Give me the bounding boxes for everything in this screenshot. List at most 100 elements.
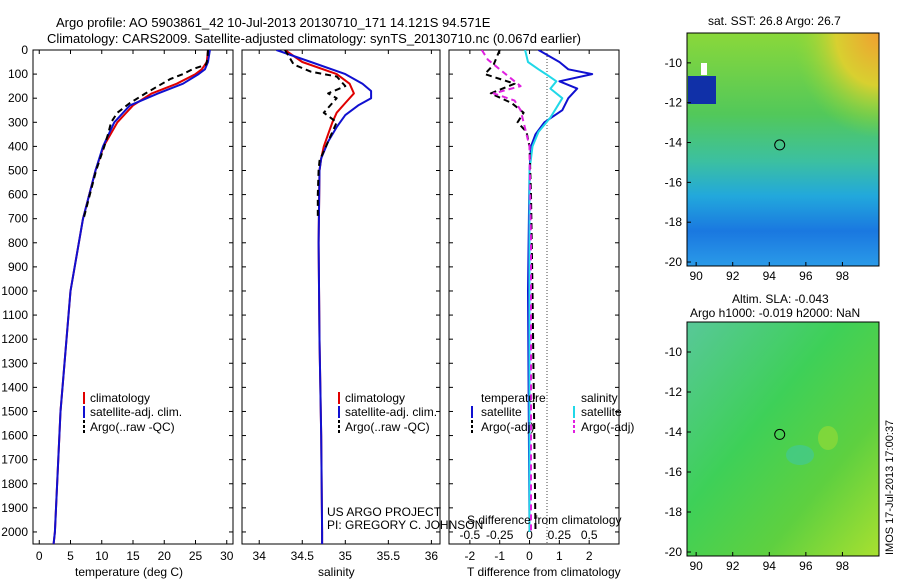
s-diff-tick-label: 0.25 <box>548 528 572 542</box>
depth-axis: 0 100 200 300 400 500 600 700 800 900 1000 1100 1200… <box>1 43 233 539</box>
depth-tick-label: 1800 <box>1 477 28 491</box>
legend-label-argo: Argo(..raw -QC) <box>345 420 430 434</box>
s-diff-xlabel: S difference from climatology <box>467 513 622 527</box>
depth-tick-label: 1600 <box>1 429 28 443</box>
sla-map-title: Altim. SLA: -0.043 <box>732 292 829 306</box>
legend-label-argo: Argo(..raw -QC) <box>90 420 175 434</box>
x-tick-label: 25 <box>189 549 203 563</box>
footer-stamp: IMOS 17-Jul-2013 17:00:37 <box>884 420 896 555</box>
latitude-tick-label: -16 <box>665 465 683 479</box>
longitude-tick-label: 96 <box>799 269 813 283</box>
x-tick-label: 5 <box>67 549 74 563</box>
project-annotation: US ARGO PROJECT <box>327 505 442 519</box>
depth-tick-label: 1700 <box>1 453 28 467</box>
difference-axes-box <box>448 49 620 545</box>
salinity-legend: climatology satellite-adj. clim. Argo(..… <box>338 391 437 434</box>
legend-label-climatology: climatology <box>90 391 150 405</box>
legend-header-temperature: temperature <box>481 391 546 405</box>
x-tick-label: -1 <box>494 549 505 563</box>
series-line-argo-raw-qc- <box>284 50 347 219</box>
depth-tick-label: 1900 <box>1 501 28 515</box>
depth-tick-label: 200 <box>8 91 28 105</box>
sst-warm-patch <box>687 33 879 266</box>
depth-tick-label: 600 <box>8 188 28 202</box>
depth-tick-label: 1000 <box>1 284 28 298</box>
sst-longitude-axis: 90 92 94 96 98 <box>689 262 849 283</box>
sst-white-patch <box>701 63 707 75</box>
pi-annotation: PI: GREGORY C. JOHNSON <box>327 518 483 532</box>
longitude-tick-label: 92 <box>726 559 740 573</box>
latitude-tick-label: -10 <box>665 56 683 70</box>
depth-tick-label: 1300 <box>1 356 28 370</box>
salinity-lines <box>276 50 373 544</box>
legend-label-s-argo: Argo(-adj) <box>581 420 634 434</box>
depth-tick-label: 900 <box>8 260 28 274</box>
argo-location-marker <box>774 428 786 440</box>
sst-latitude-axis: -10 -12 -14 -16 -18 -20 <box>665 56 691 269</box>
sla-axes-box <box>686 321 880 557</box>
legend-label-s-satellite: satellite <box>581 405 622 419</box>
x-tick-label: 0 <box>36 549 43 563</box>
legend-label-climatology: climatology <box>345 391 405 405</box>
x-tick-label: 0 <box>526 549 533 563</box>
latitude-tick-label: -12 <box>665 96 683 110</box>
title-line1: Argo profile: AO 5903861_42 10-Jul-2013 … <box>56 15 491 30</box>
x-tick-label: 20 <box>158 549 172 563</box>
depth-tick-label: 500 <box>8 163 28 177</box>
latitude-tick-label: -14 <box>665 425 683 439</box>
series-line-argo-raw-qc- <box>82 50 209 219</box>
x-tick-label: 34 <box>253 549 267 563</box>
sla-low-patch <box>786 445 814 465</box>
longitude-tick-label: 94 <box>763 269 777 283</box>
series-line-temperature-argo-adj- <box>483 50 537 533</box>
latitude-tick-label: -14 <box>665 136 683 150</box>
sla-longitude-axis: 90 92 94 96 98 <box>689 552 849 573</box>
depth-tick-label: 100 <box>8 67 28 81</box>
sla-high-patch <box>818 426 838 450</box>
salinity-x-axis: 34 34.5 35 35.5 36 <box>253 50 438 563</box>
legend-label-t-argo: Argo(-adj) <box>481 420 534 434</box>
latitude-tick-label: -16 <box>665 175 683 189</box>
depth-tick-label: 2000 <box>1 525 28 539</box>
latitude-tick-label: -18 <box>665 505 683 519</box>
sst-map-title: sat. SST: 26.8 Argo: 26.7 <box>708 14 841 28</box>
series-line-satellite-adj-clim- <box>276 50 373 544</box>
x-tick-label: 1 <box>556 549 563 563</box>
x-tick-label: 15 <box>126 549 140 563</box>
x-tick-label: 35.5 <box>377 549 401 563</box>
salinity-depth-ticks <box>242 49 440 533</box>
legend-label-satellite: satellite-adj. clim. <box>345 405 437 419</box>
longitude-tick-label: 94 <box>763 559 777 573</box>
depth-tick-label: 1500 <box>1 404 28 418</box>
sla-map-subtitle: Argo h1000: -0.019 h2000: NaN <box>690 306 860 320</box>
series-line-climatology <box>52 50 209 544</box>
t-diff-xlabel: T difference from climatology <box>467 565 621 579</box>
series-line-temperature-satellite <box>527 50 594 533</box>
x-tick-label: 34.5 <box>291 549 315 563</box>
sla-latitude-axis: -10 -12 -14 -16 -18 -20 <box>665 345 691 559</box>
salinity-xlabel: salinity <box>318 565 355 579</box>
argo-location-marker <box>774 139 786 151</box>
s-diff-tick-label: -0.25 <box>486 528 514 542</box>
longitude-tick-label: 98 <box>836 559 850 573</box>
sla-map-panel: Altim. SLA: -0.043 Argo h1000: -0.019 h2… <box>665 292 880 573</box>
depth-tick-label: 700 <box>8 212 28 226</box>
latitude-tick-label: -12 <box>665 385 683 399</box>
depth-tick-label: 0 <box>21 43 28 57</box>
longitude-tick-label: 90 <box>689 559 703 573</box>
legend-header-salinity: salinity <box>581 391 618 405</box>
longitude-tick-label: 96 <box>799 559 813 573</box>
legend-label-t-satellite: satellite <box>481 405 522 419</box>
temperature-panel: 0100200300400500600700800900100011001200… <box>1 43 233 579</box>
series-line-salinity-argo-adj- <box>480 50 532 532</box>
latitude-tick-label: -20 <box>665 255 683 269</box>
temperature-lines <box>52 50 211 544</box>
salinity-panel: 34 34.5 35 35.5 36 salinity climatology sate… <box>241 49 483 579</box>
depth-tick-label: 1100 <box>2 308 28 322</box>
longitude-tick-label: 98 <box>836 269 850 283</box>
s-diff-tick-label: 0.5 <box>581 528 598 542</box>
difference-depth-ticks <box>449 49 619 533</box>
salinity-diff-x-axis: -0.5 -0.25 0 0.25 0.5 <box>460 528 598 542</box>
x-tick-label: 2 <box>586 549 593 563</box>
